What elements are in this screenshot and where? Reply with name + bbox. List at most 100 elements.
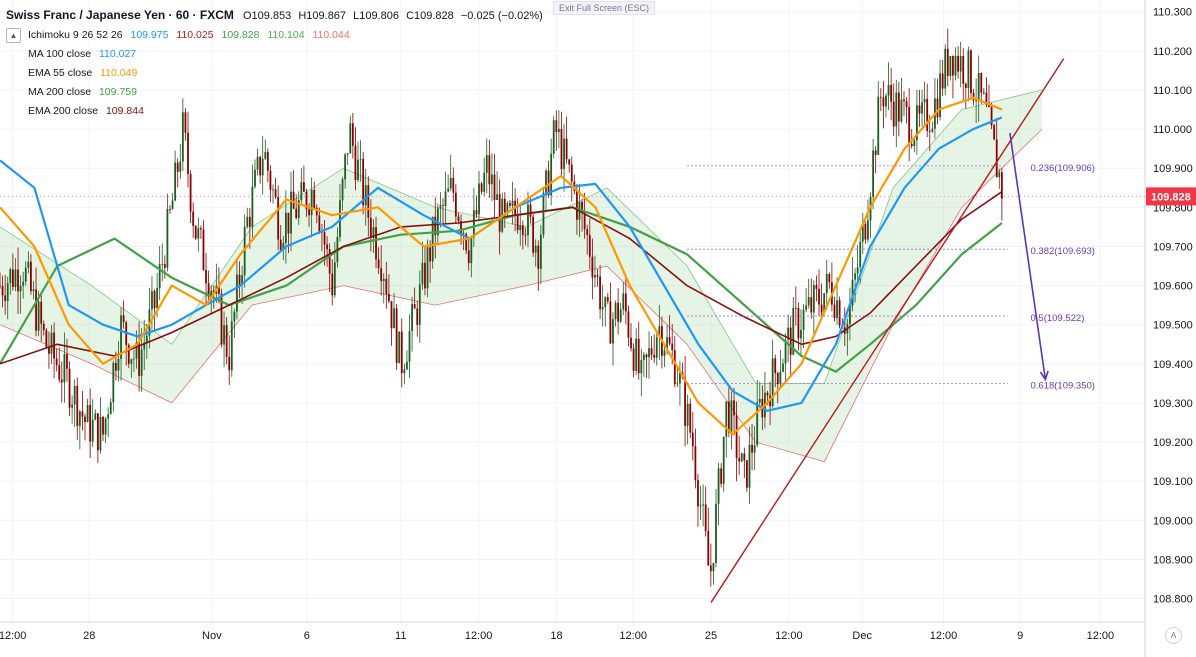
y-tick-label: 109.200 (1153, 437, 1193, 449)
candle-body (897, 92, 900, 122)
candle-body (228, 356, 231, 371)
candle-body (686, 403, 689, 426)
candle-body (655, 337, 658, 358)
candle-body (413, 304, 416, 309)
forecast-arrow (1009, 132, 1047, 380)
x-tick-label: 9 (1017, 630, 1023, 642)
candle-body (251, 186, 254, 228)
collapse-legend-chevron-icon[interactable]: ▲ (6, 28, 21, 43)
candle-body (114, 362, 117, 371)
legend-ema200[interactable]: EMA 200 close 109.844 (6, 102, 543, 121)
candle-body (684, 377, 686, 426)
candle-body (771, 358, 774, 407)
y-tick-label: 109.600 (1153, 281, 1193, 293)
candle-body (390, 301, 393, 329)
candle-body (725, 401, 728, 437)
candle-body (563, 138, 565, 169)
candle-body (153, 291, 156, 309)
candle-body (511, 200, 514, 206)
candle-body (169, 209, 171, 210)
candle-body (303, 182, 305, 192)
candle-body (697, 480, 699, 507)
candle-body (596, 274, 599, 277)
legend-ichimoku[interactable]: Ichimoku 9 26 52 26 109.975 110.025 109.… (6, 26, 543, 45)
candle-body (292, 191, 295, 209)
candle-body (998, 172, 1001, 178)
candle-body (11, 269, 14, 288)
candle-body (905, 101, 908, 107)
candle-body (581, 201, 583, 212)
candle-body (833, 304, 836, 319)
candle-body (326, 244, 328, 250)
candle-body (372, 227, 375, 239)
candle-body (993, 125, 996, 140)
candle-body (936, 98, 939, 118)
candle-body (403, 369, 406, 374)
legend-ma100[interactable]: MA 100 close 110.027 (6, 45, 543, 64)
candle-body (205, 270, 207, 284)
candle-body (823, 293, 826, 313)
candle-body (462, 233, 465, 235)
auto-scale-button[interactable]: A (1165, 627, 1182, 644)
candle-body (650, 348, 653, 355)
forecast-arrow-head (1039, 370, 1049, 382)
candle-body (439, 205, 442, 209)
candle-body (859, 241, 862, 268)
candle-body (107, 414, 110, 419)
candle-body (954, 55, 957, 76)
candle-body (946, 48, 949, 76)
y-tick-label: 109.900 (1153, 163, 1193, 175)
candle-body (539, 234, 542, 269)
candle-body (109, 402, 112, 415)
candle-body (542, 192, 545, 235)
candle-body (890, 84, 893, 102)
candle-body (944, 48, 947, 89)
ma100-line (0, 116, 1003, 412)
candle-body (362, 158, 365, 206)
candle-body (745, 460, 748, 488)
candle-body (346, 153, 349, 155)
candle-body (990, 107, 993, 126)
candle-body (0, 285, 1, 287)
candle-body (333, 262, 336, 296)
candle-body (367, 185, 370, 218)
candle-body (849, 305, 851, 324)
candle-body (375, 227, 377, 260)
candle-body (913, 140, 916, 147)
candle-body (970, 50, 972, 94)
candle-body (879, 96, 882, 98)
ema55-line (0, 96, 1003, 436)
candle-body (17, 269, 19, 292)
legend-ema55[interactable]: EMA 55 close 110.049 (6, 64, 543, 83)
candle-body (792, 307, 795, 355)
candle-body (959, 56, 962, 72)
candle-body (503, 198, 506, 213)
candle-body (60, 379, 63, 383)
candle-body (130, 359, 133, 364)
exit-fullscreen-button[interactable]: Exit Full Screen (ESC) (553, 1, 656, 15)
x-tick-label: 12:00 (930, 630, 958, 642)
candle-body (784, 339, 787, 364)
candle-body (465, 233, 468, 251)
candle-body (557, 128, 560, 133)
candle-body (449, 177, 452, 189)
candle-body (120, 315, 122, 359)
candle-body (673, 350, 676, 385)
candle-body (648, 348, 650, 358)
candle-body (344, 154, 347, 180)
legend-ma200[interactable]: MA 200 close 109.759 (6, 83, 543, 102)
candle-body (483, 172, 486, 192)
candle-body (9, 269, 12, 284)
candle-body (184, 112, 187, 133)
candle-body (995, 139, 998, 178)
candle-body (73, 385, 76, 405)
candle-body (864, 224, 867, 240)
candle-body (274, 189, 277, 197)
candle-body (668, 337, 671, 344)
candle-body (702, 504, 705, 506)
candle-body (261, 158, 264, 176)
ema200-line (0, 191, 1003, 365)
candle-body (516, 215, 519, 231)
